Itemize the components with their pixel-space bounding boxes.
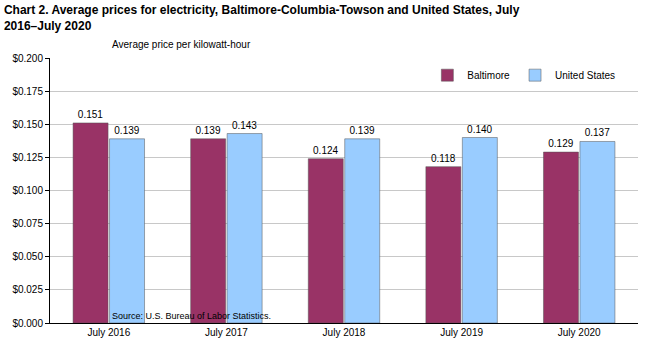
svg-text:0.139: 0.139 (195, 125, 220, 136)
svg-text:0.129: 0.129 (548, 138, 573, 149)
svg-text:$0.000: $0.000 (12, 318, 43, 329)
svg-text:$0.050: $0.050 (12, 251, 43, 262)
svg-text:0.124: 0.124 (313, 145, 338, 156)
svg-text:Source: U.S. Bureau of Labor S: Source: U.S. Bureau of Labor Statistics. (112, 311, 271, 321)
svg-text:$0.200: $0.200 (12, 53, 43, 64)
svg-text:0.151: 0.151 (78, 109, 103, 120)
svg-text:0.118: 0.118 (431, 153, 456, 164)
svg-text:July 2018: July 2018 (323, 327, 366, 338)
svg-text:$0.125: $0.125 (12, 152, 43, 163)
svg-text:Chart 2. Average prices for el: Chart 2. Average prices for electricity,… (4, 3, 520, 33)
svg-text:0.137: 0.137 (585, 127, 610, 138)
svg-text:0.143: 0.143 (232, 120, 257, 131)
svg-text:0.140: 0.140 (467, 124, 492, 135)
svg-text:July 2020: July 2020 (558, 327, 601, 338)
svg-text:July 2017: July 2017 (205, 327, 248, 338)
svg-text:$0.150: $0.150 (12, 119, 43, 130)
svg-text:July 2019: July 2019 (440, 327, 483, 338)
svg-text:Average price per kilowatt-hou: Average price per kilowatt-hour (112, 39, 251, 50)
svg-text:$0.100: $0.100 (12, 185, 43, 196)
svg-text:$0.175: $0.175 (12, 86, 43, 97)
svg-text:Baltimore: Baltimore (467, 70, 510, 81)
svg-text:0.139: 0.139 (114, 125, 139, 136)
svg-text:$0.075: $0.075 (12, 218, 43, 229)
svg-text:United States: United States (555, 70, 615, 81)
svg-text:July 2016: July 2016 (87, 327, 130, 338)
svg-text:0.139: 0.139 (349, 125, 374, 136)
svg-text:$0.025: $0.025 (12, 284, 43, 295)
